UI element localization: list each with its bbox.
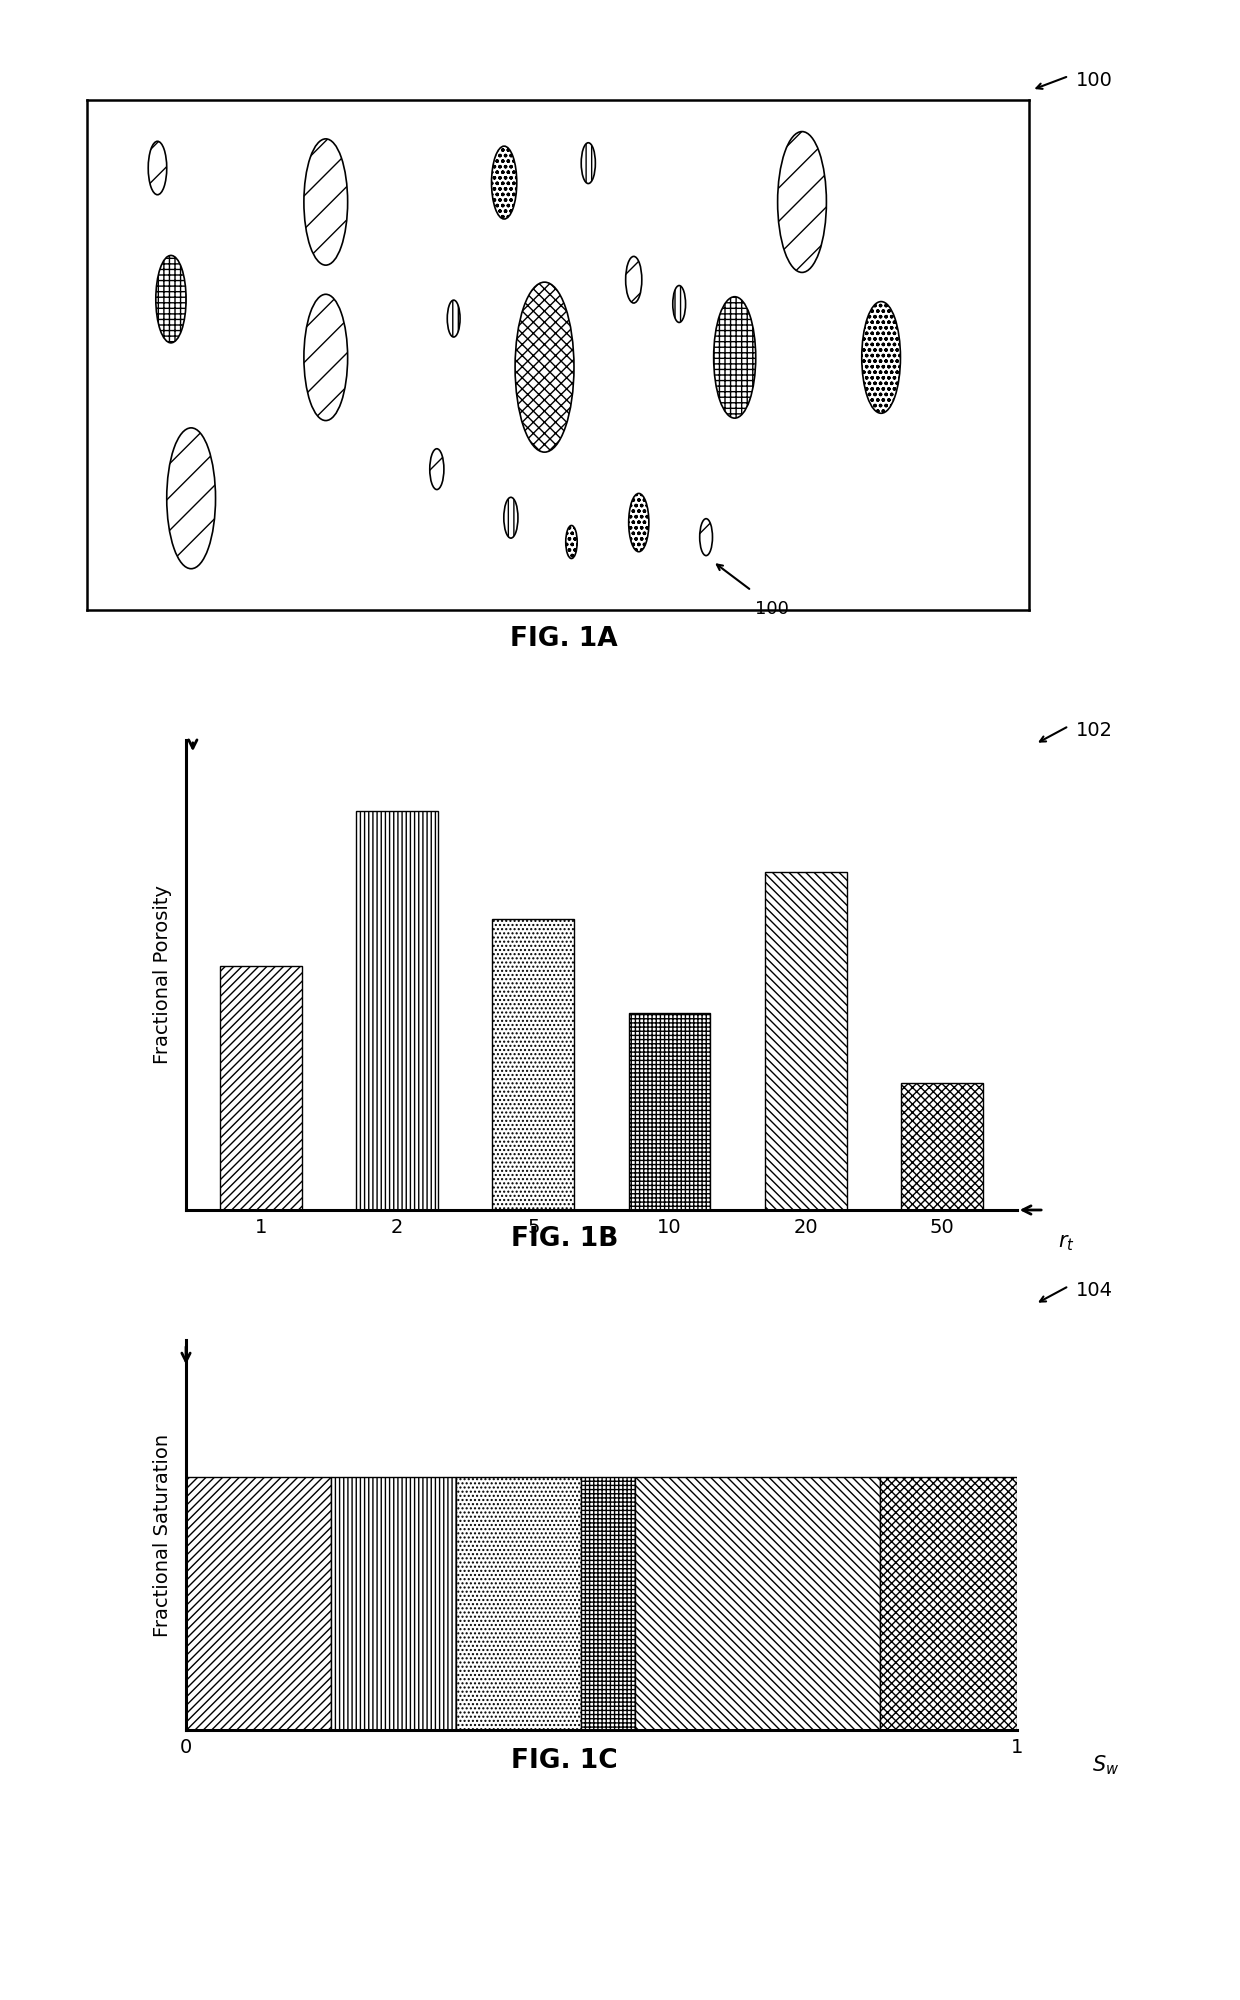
Circle shape [582,142,595,184]
Bar [456,1476,580,1730]
Text: 104: 104 [1076,1280,1114,1300]
Circle shape [699,518,713,556]
Circle shape [629,494,649,552]
Bar [186,1476,331,1730]
Circle shape [491,146,517,218]
Circle shape [565,526,577,558]
Circle shape [714,296,755,418]
Circle shape [149,142,166,194]
Circle shape [777,132,826,272]
Text: 100: 100 [1076,70,1114,90]
Bar [356,810,438,1210]
Bar [492,918,574,1210]
Bar [219,966,301,1210]
Bar [331,1476,456,1730]
Y-axis label: Fractional Porosity: Fractional Porosity [153,886,172,1064]
Circle shape [166,428,216,568]
Text: 102: 102 [1076,720,1114,740]
Circle shape [626,256,642,304]
Text: FIG. 1B: FIG. 1B [511,1226,618,1252]
Bar [629,1012,711,1210]
Text: $S_w$: $S_w$ [1091,1754,1118,1776]
Bar [580,1476,635,1730]
Circle shape [430,448,444,490]
Text: FIG. 1A: FIG. 1A [511,626,618,652]
Y-axis label: Fractional Saturation: Fractional Saturation [153,1434,172,1636]
Circle shape [862,302,900,414]
Circle shape [304,294,347,420]
Bar [901,1084,983,1210]
Circle shape [503,498,518,538]
Text: $r_t$: $r_t$ [1058,1232,1074,1252]
Circle shape [673,286,686,322]
Circle shape [156,256,186,342]
Circle shape [515,282,574,452]
Bar [879,1476,1017,1730]
Bar [765,872,847,1210]
Text: 100: 100 [755,600,789,618]
Circle shape [448,300,460,338]
Bar [635,1476,879,1730]
Text: FIG. 1C: FIG. 1C [511,1748,618,1774]
Circle shape [304,138,347,266]
